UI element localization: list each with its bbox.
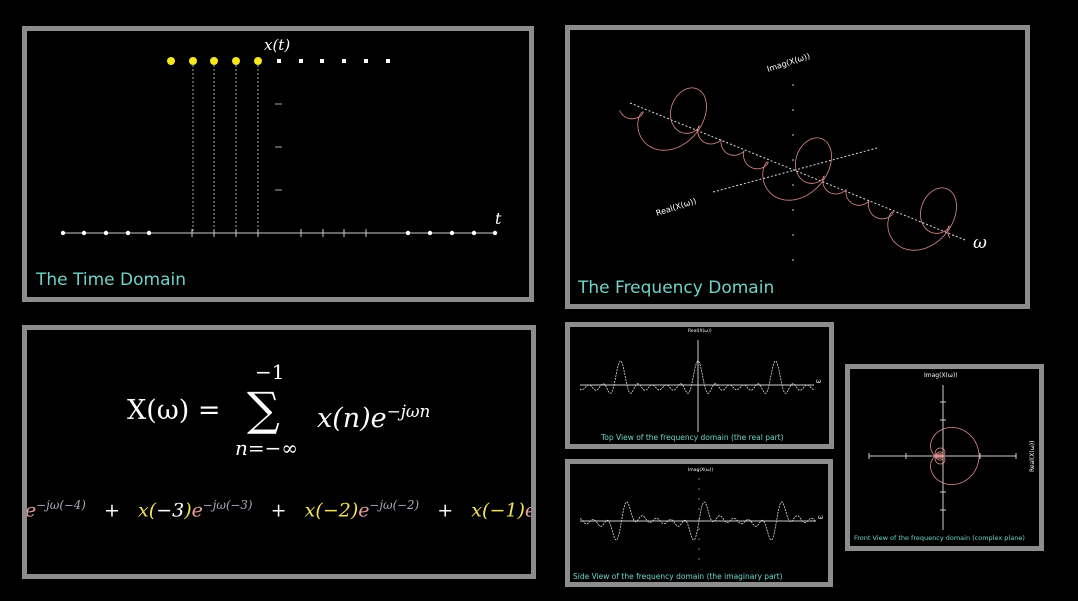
side-view-caption: Side View of the frequency domain (the i… [573,572,783,581]
imag-part-curve [579,501,817,541]
imag-axis-label: Imag(X(ω)) [766,51,811,73]
highlighted-sample [189,57,197,65]
side-omega-label: ω [818,514,823,521]
omega-axis-3d [629,102,966,241]
formula-term: x(n)e−jωn [317,401,431,434]
formula-lower-limit: n=−∞ [235,436,299,460]
sample-dot [471,230,477,236]
frequency-domain-caption: The Frequency Domain [578,278,775,298]
time-domain-caption: The Time Domain [36,270,186,290]
sample-dot [60,230,66,236]
real-part-curve [579,360,815,394]
omega-label: ω [973,233,987,253]
time-x-label: t [495,209,502,228]
highlighted-sample [232,57,240,65]
sample-marker [342,59,346,63]
sample-dot [81,230,87,236]
top-view-plot [579,340,815,432]
real-axis-3d [712,147,878,193]
sample-marker [364,59,368,63]
sample-dot [492,230,498,236]
formula-expansion: e−jω(−4) + x(−3)e−jω(−3) + x(−2)e−jω(−2)… [25,498,536,522]
formula-panel: X(ω) = −1 ∑ n=−∞ x(n)e−jωn e−jω(−4) + x(… [22,325,536,579]
time-domain-plot [60,57,498,237]
sample-dot [146,230,152,236]
sample-dot [405,230,411,236]
formula-lhs: X(ω) = [127,395,221,426]
top-omega-label: ω [816,378,821,385]
real-axis-label: Real(X(ω)) [655,196,698,218]
side-view-plot [579,478,817,565]
frequency-domain-panel [565,25,1030,309]
complex-plane-curve [930,427,980,485]
side-axis-label: Imag(X(ω)) [688,467,713,473]
frequency-3d-plot [619,84,966,261]
sample-dot [125,230,131,236]
sample-marker [277,59,281,63]
sample-marker [386,59,390,63]
sum-symbol: ∑ [247,382,280,436]
highlighted-sample [167,57,175,65]
front-view-plot [868,385,1017,530]
time-y-label: x(t) [264,36,290,54]
highlighted-sample [254,57,262,65]
top-view-caption: Top View of the frequency domain (the re… [601,433,784,442]
sample-dot [103,230,109,236]
time-domain-panel [22,26,534,302]
helix-curve [619,87,957,251]
front-real-label: Real(X(ω)) [1029,441,1036,472]
sample-marker [320,59,324,63]
formula-upper-limit: −1 [255,360,285,384]
highlighted-sample [210,57,218,65]
sample-marker [299,59,303,63]
top-axis-label: Real(X(ω)) [688,328,712,334]
sample-dot [427,230,433,236]
front-view-caption: Front View of the frequency domain (comp… [854,534,1025,542]
front-imag-label: Imag(X(ω)) [924,372,958,379]
sample-dot [449,230,455,236]
